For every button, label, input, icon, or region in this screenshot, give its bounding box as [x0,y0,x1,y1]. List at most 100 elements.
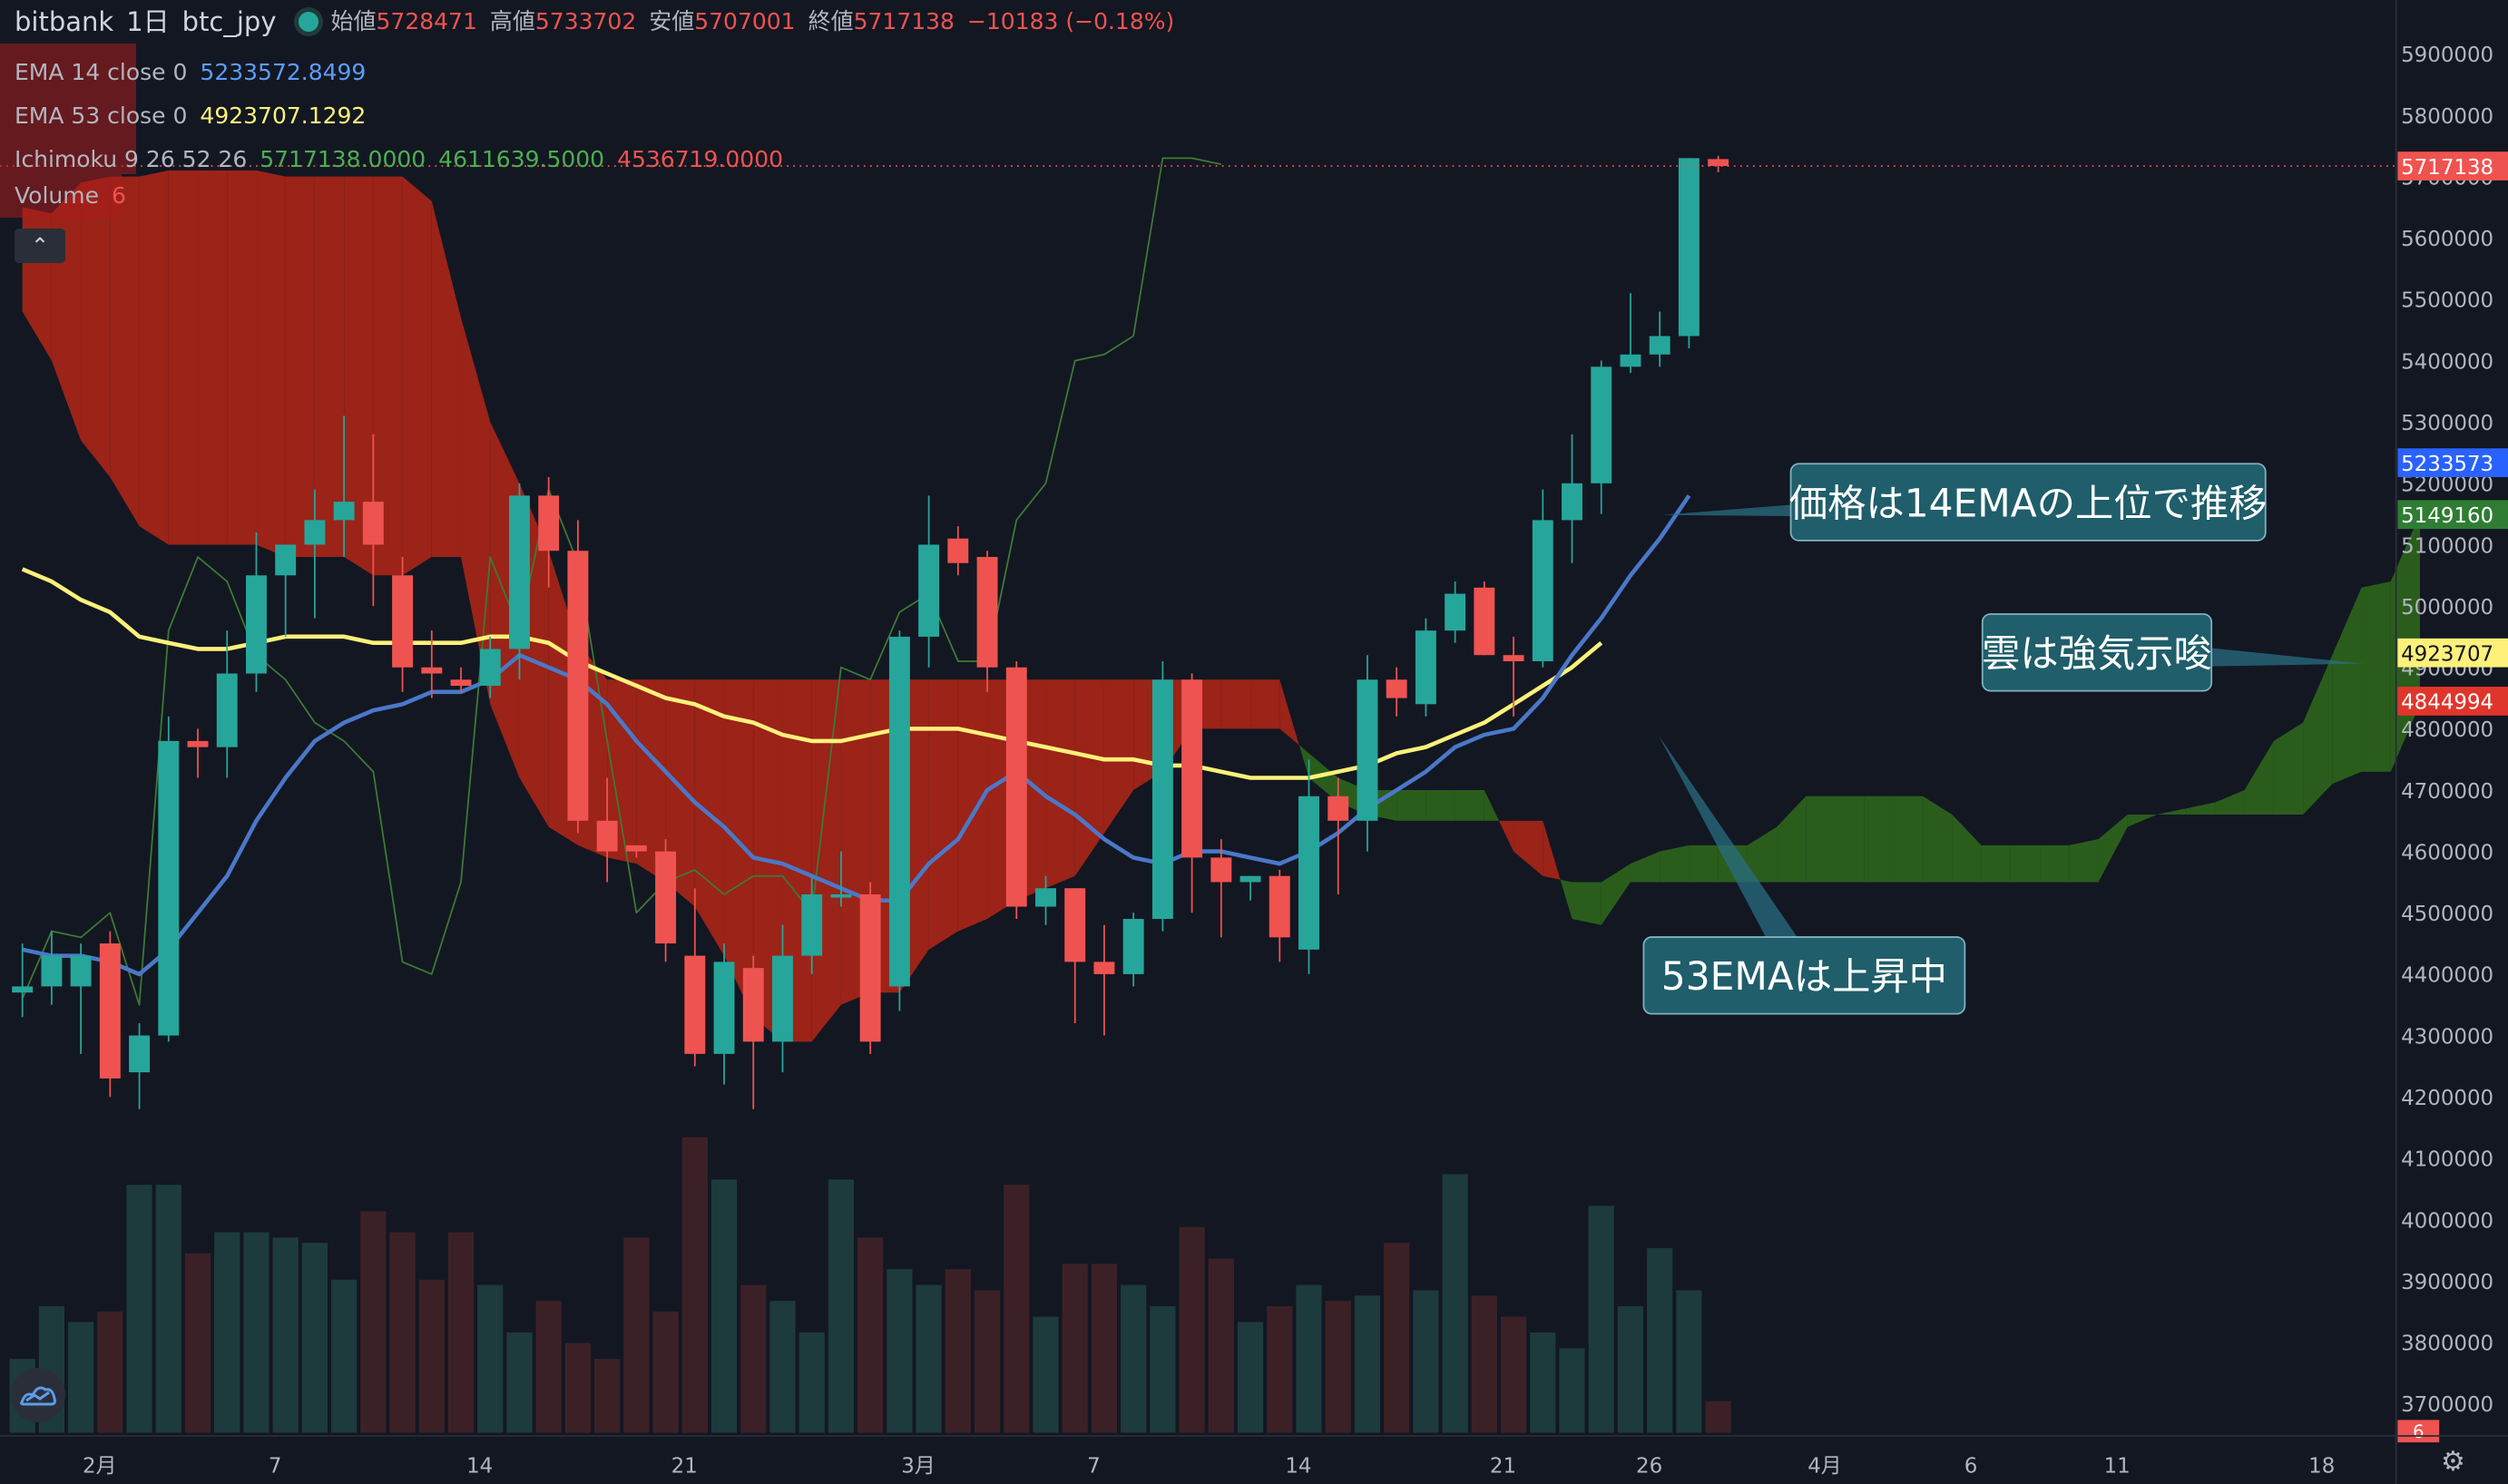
candle [479,636,501,698]
ema14-legend[interactable] [0,44,136,87]
kumo-segment [1220,679,1251,729]
kumo-segment [2215,790,2245,815]
open-label: 始値 [330,8,377,34]
time-tick-label: 7 [1087,1455,1101,1479]
market-status-icon [298,12,318,32]
kumo-segment [2069,839,2099,883]
annotation-box [1981,613,2213,692]
interval-label[interactable]: 1日 [126,6,170,37]
annotation-callout[interactable]: 53EMAは上昇中 [1642,735,1966,1015]
volume-bar [1442,1174,1468,1433]
candle-body [655,851,677,944]
time-tick-label: 21 [671,1455,698,1479]
annotation-text: 価格は14EMAの上位で推移 [1789,481,2268,525]
candle-body [1122,919,1144,974]
change-value: −10183 (−0.18%) [966,8,1175,34]
ichimoku-legend[interactable] [0,131,136,174]
volume-bar [1471,1295,1497,1433]
kumo-segment [1455,790,1484,821]
candle-body [509,495,530,649]
candle-body [918,544,940,637]
candle [362,434,384,607]
kumo-segment [51,182,82,441]
volume-bar [1325,1301,1351,1433]
open-value: 5728471 [376,8,477,34]
volume-bar [331,1279,358,1433]
gear-icon[interactable]: ⚙ [2441,1446,2465,1478]
chikou-span-line [21,157,1222,1006]
price-tick-label: 3700000 [2401,1393,2493,1417]
candle [12,943,34,1018]
low-label: 安値 [649,8,695,34]
candle-body [1357,679,1378,821]
kumo-segment [1498,820,1514,852]
candle [1298,759,1319,974]
kumo-segment [1893,796,1924,883]
candle [1151,660,1173,932]
kumo-segment [198,170,228,545]
volume-bar [916,1284,942,1433]
kumo-segment [607,679,637,864]
annotation-callout[interactable]: 雲は強気示唆 [1981,613,2365,692]
time-axis[interactable]: 2月 7 14 21 3月 7 14 21 26 4月 6 11 18 [0,1435,2508,1479]
volume-bar [214,1232,240,1433]
kumo-segment [2098,815,2128,883]
exchange-name[interactable]: bitbank [15,6,114,37]
kumo-segment [2332,587,2362,785]
volume-legend[interactable]: Volume 6 [0,174,126,218]
annotation-callout[interactable]: 価格は14EMAの上位で推移 [1661,463,2268,542]
candle-body [1678,158,1700,337]
volume-bar [1588,1206,1614,1433]
ichimoku-label: Ichimoku 9 26 52 26 [15,146,248,172]
volume-bar [1150,1305,1176,1433]
price-axis[interactable]: 5900000580000057000005600000550000054000… [2395,0,2494,1484]
kumo-segment [285,176,315,557]
volume-bar [1091,1264,1118,1433]
kumo-segment [2040,845,2070,883]
collapse-legend-button[interactable]: ⌃ [15,229,65,263]
candle [1532,489,1553,668]
price-tick-label: 5900000 [2401,44,2493,67]
symbol-header[interactable]: bitbank 1日 btc_jpy 始値 5728471 高値 5733702 安… [0,0,1187,44]
time-tick-label: 18 [2308,1455,2335,1479]
price-tick-label: 4500000 [2401,903,2493,926]
time-tick-label: 6 [1964,1455,1978,1479]
price-tick-label: 4000000 [2401,1209,2493,1233]
candlesticks[interactable] [12,155,1729,1109]
kumo-segment [1298,745,1309,778]
candle [392,556,414,692]
tradingview-logo-icon[interactable] [11,1368,65,1422]
candle-body [596,820,618,852]
symbol-name[interactable]: btc_jpy [181,6,277,37]
candle [450,667,472,692]
kumo-segment [1689,845,1719,883]
candle [596,777,618,883]
kumo-segment [811,679,841,1042]
kumo-segment [1543,820,1561,880]
volume-bar [1530,1332,1556,1433]
candle [1562,434,1582,563]
volume-tag-box [2397,1420,2440,1443]
candle [333,415,355,557]
candle-body [129,1035,151,1073]
candle-body [1474,587,1495,656]
kumo-segment [2127,815,2157,827]
kumo-segment [2244,740,2274,815]
kumo-segment [168,170,199,545]
volume-bar [243,1232,269,1433]
kumo-segment [1572,882,1602,925]
volume-bar [389,1232,416,1433]
price-tag-box [2397,687,2508,716]
candle [772,924,793,1073]
volume-bar [301,1243,328,1433]
kumo-segment [1250,679,1280,729]
time-tick-label: 7 [269,1455,282,1479]
candle-body [684,955,706,1054]
volume-bar [974,1290,1001,1433]
price-tick-label: 4700000 [2401,780,2493,804]
candle [1415,618,1436,717]
ema53-legend[interactable] [0,87,136,131]
kumo-segment [1601,864,1631,925]
